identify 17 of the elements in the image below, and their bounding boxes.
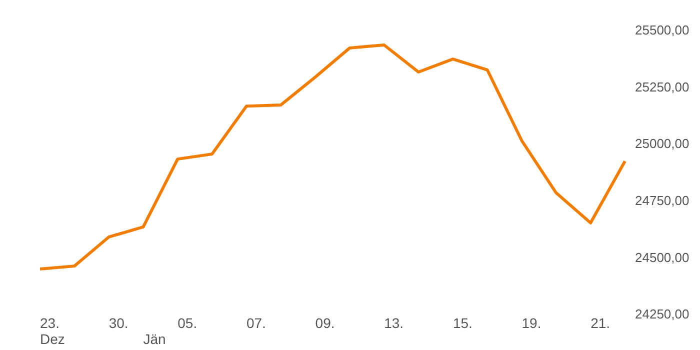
y-tick-label: 25000,00 <box>635 136 690 152</box>
x-tick-label: 05. <box>178 315 198 331</box>
x-tick-label: Jän <box>143 331 166 347</box>
x-tick-label: 15. <box>452 315 472 331</box>
x-tick-label: 21. <box>590 315 610 331</box>
y-tick-label: 24750,00 <box>635 192 690 208</box>
x-tick-label: 09. <box>315 315 335 331</box>
y-tick-label: 25500,00 <box>635 22 690 38</box>
x-tick-label: 13. <box>384 315 404 331</box>
x-tick-label: 07. <box>246 315 266 331</box>
y-tick-label: 25250,00 <box>635 79 690 94</box>
x-tick-label: 19. <box>522 315 542 331</box>
x-tick-label: 23. Dez <box>40 315 65 347</box>
line-series <box>38 43 626 271</box>
y-tick-label: 24500,00 <box>635 250 690 265</box>
y-tick-label: 24250,00 <box>635 306 690 322</box>
x-tick-label: 30. <box>108 315 128 331</box>
